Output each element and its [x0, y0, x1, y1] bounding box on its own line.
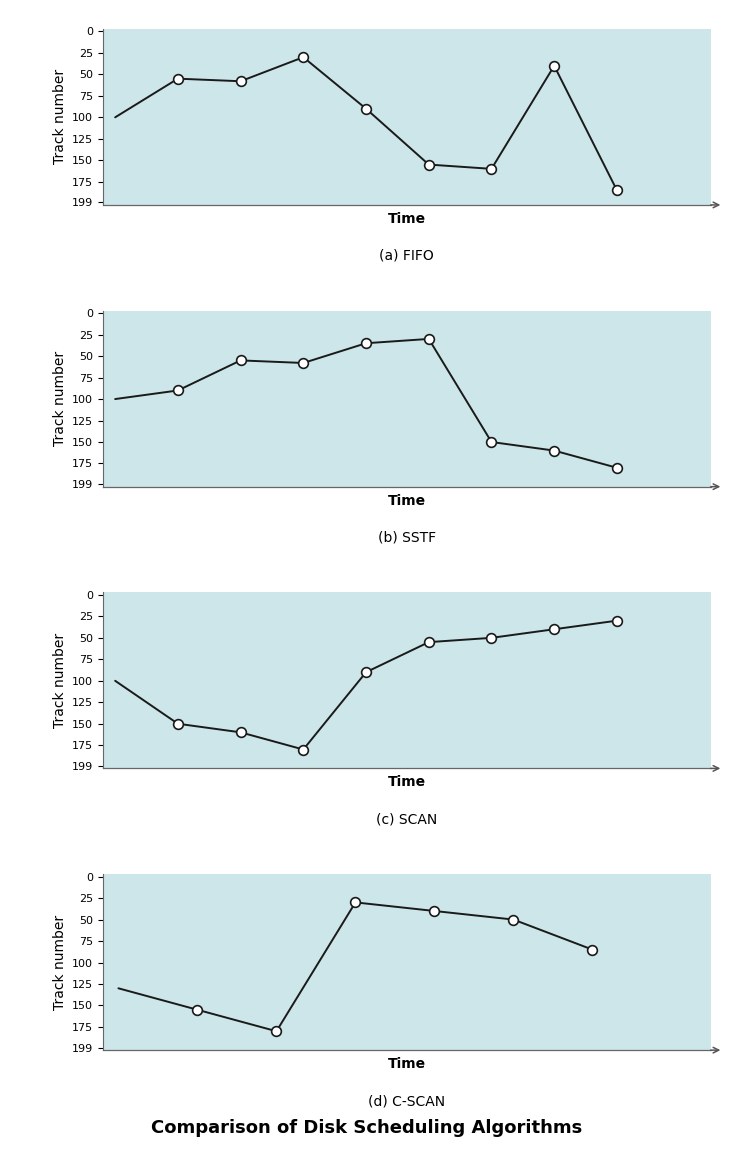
Y-axis label: Track number: Track number — [54, 914, 67, 1010]
X-axis label: Time: Time — [388, 1057, 426, 1071]
Text: (b) SSTF: (b) SSTF — [377, 531, 436, 545]
Text: (a) FIFO: (a) FIFO — [380, 249, 434, 263]
Text: Comparison of Disk Scheduling Algorithms: Comparison of Disk Scheduling Algorithms — [151, 1118, 582, 1137]
Y-axis label: Track number: Track number — [54, 351, 67, 447]
X-axis label: Time: Time — [388, 775, 426, 789]
Y-axis label: Track number: Track number — [54, 632, 67, 728]
Text: (c) SCAN: (c) SCAN — [376, 812, 438, 826]
X-axis label: Time: Time — [388, 212, 426, 226]
Y-axis label: Track number: Track number — [54, 69, 67, 165]
Text: (d) C-SCAN: (d) C-SCAN — [368, 1094, 446, 1108]
X-axis label: Time: Time — [388, 494, 426, 508]
